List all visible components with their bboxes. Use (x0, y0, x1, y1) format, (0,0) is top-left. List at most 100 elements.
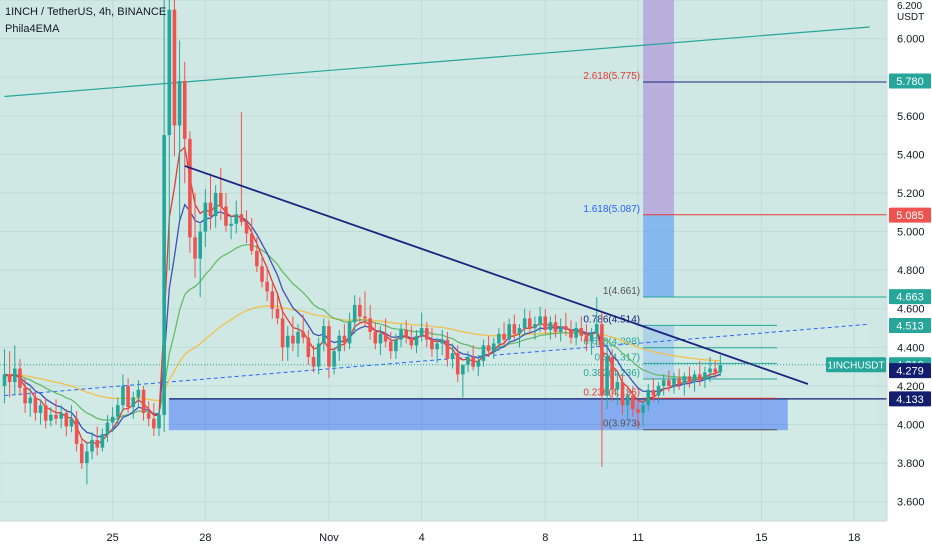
candle-body (430, 339, 434, 350)
price-badge-label: 4.133 (896, 394, 924, 406)
candle-body (625, 395, 630, 406)
candle-body (502, 333, 506, 340)
candle-body (682, 376, 687, 384)
candle-body (543, 316, 548, 330)
candle (435, 337, 439, 363)
candle (383, 318, 388, 348)
candle (646, 383, 651, 412)
candle-body (105, 422, 110, 435)
candle (667, 370, 671, 392)
candle (198, 223, 202, 298)
candle-body (224, 206, 228, 226)
chart-title: 1INCH / TetherUS, 4h, BINANCE (5, 6, 167, 18)
candle (507, 318, 511, 344)
candle-body (7, 374, 12, 383)
candle (522, 308, 527, 336)
candles (2, 0, 723, 485)
candle-body (229, 223, 233, 226)
candle-body (342, 335, 347, 344)
candle-body (476, 360, 481, 367)
price-axis-background (887, 0, 932, 550)
candle-body (33, 397, 38, 413)
candle-body (43, 405, 48, 421)
candle-body (564, 326, 568, 330)
candle (301, 314, 305, 344)
candle (188, 131, 192, 253)
candle (497, 328, 501, 352)
candle (651, 378, 656, 402)
price-tick-label: 4.000 (897, 420, 925, 432)
candle (481, 339, 486, 367)
candle (352, 295, 357, 334)
candle (152, 403, 156, 437)
candle (450, 343, 455, 369)
candle (409, 326, 414, 350)
candle (234, 200, 239, 234)
candle (18, 358, 22, 396)
candle-body (337, 335, 342, 352)
support-zone (168, 398, 788, 431)
candle-body (692, 374, 697, 383)
candle-body (244, 221, 249, 234)
price-tick-label: 5.600 (897, 111, 925, 123)
candle (430, 328, 434, 357)
candle-body (661, 380, 666, 386)
price-badge (889, 391, 931, 407)
candle-body (667, 380, 671, 386)
fib-level-label: 0.5(4.317) (595, 352, 641, 363)
candle-body (517, 328, 522, 334)
candle-body (79, 443, 84, 464)
candle-body (491, 343, 496, 352)
candle (38, 399, 43, 425)
candle-body (558, 326, 563, 332)
candle-body (260, 266, 264, 282)
candle-body (291, 335, 295, 344)
candle (425, 322, 429, 348)
candle-body (285, 335, 290, 348)
price-badge (889, 318, 931, 334)
candle-body (110, 416, 115, 423)
candle-body (605, 356, 609, 396)
candle (677, 368, 681, 390)
candle (182, 61, 187, 184)
candle-body (13, 368, 17, 383)
candle-body (718, 364, 723, 373)
candle-body (409, 337, 414, 346)
candle (2, 349, 7, 404)
candle-body (378, 333, 383, 344)
candle (311, 345, 316, 373)
candle-body (486, 345, 491, 352)
fib-level-label: 0(3.973) (603, 419, 640, 430)
fib-level-label: 2.618(5.775) (583, 71, 640, 82)
candle-body (419, 328, 424, 336)
candle (162, 0, 166, 433)
candle (270, 283, 275, 319)
candle (708, 356, 712, 383)
candle (28, 387, 33, 417)
candle (193, 192, 197, 278)
candle-body (584, 335, 589, 342)
candle-body (533, 324, 537, 329)
candle (327, 320, 331, 379)
candle (100, 428, 105, 452)
candle (419, 312, 424, 342)
candle-body (208, 202, 213, 217)
candle (466, 351, 470, 373)
time-tick-label: 8 (542, 532, 548, 544)
candle-body (620, 382, 625, 406)
candle (476, 355, 481, 377)
candle (332, 347, 336, 375)
candle-body (85, 451, 89, 464)
candle-body (363, 316, 367, 319)
candle (49, 407, 53, 427)
time-tick-label: 18 (848, 532, 860, 544)
candle-body (275, 308, 280, 319)
candle (255, 237, 259, 273)
price-badge-label: 4.513 (896, 321, 924, 333)
candle-body (522, 318, 527, 329)
candle (584, 324, 589, 352)
candle-body (213, 192, 218, 217)
candle-body (188, 138, 192, 238)
candle (260, 254, 264, 288)
